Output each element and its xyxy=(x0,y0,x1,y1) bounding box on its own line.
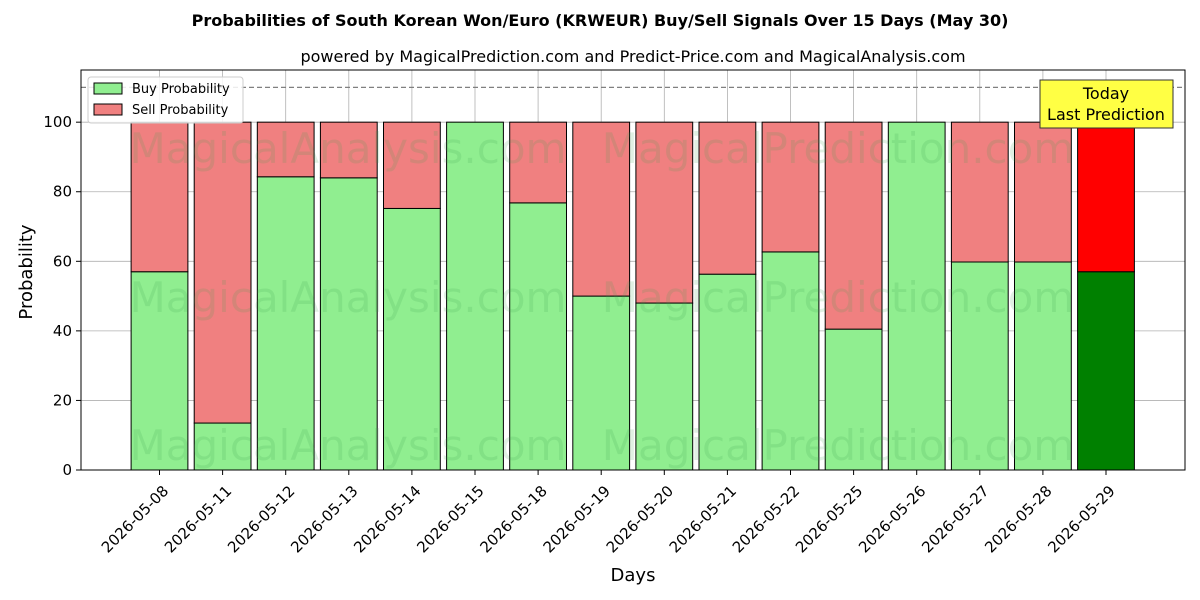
x-tick-label: 2026-05-08 xyxy=(98,482,172,556)
sell-bar xyxy=(256,121,315,178)
chart-subtitle: powered by MagicalPrediction.com and Pre… xyxy=(300,47,965,66)
sell-bar xyxy=(635,121,694,304)
x-tick-label: 2026-05-12 xyxy=(224,482,298,556)
watermark-text: MagicalPrediction.com xyxy=(602,124,1075,173)
buy-bar xyxy=(256,176,315,471)
watermark-text: MagicalAnalysis.com xyxy=(130,421,567,470)
watermark-text: MagicalPrediction.com xyxy=(602,421,1075,470)
sell-bar xyxy=(950,121,1009,263)
legend-swatch xyxy=(93,82,123,95)
x-tick-label: 2026-05-21 xyxy=(666,482,740,556)
x-tick-label: 2026-05-25 xyxy=(792,482,866,556)
buy-bar xyxy=(761,251,820,471)
watermark-text: MagicalAnalysis.com xyxy=(130,273,567,322)
x-axis-ticks: 2026-05-082026-05-112026-05-122026-05-13… xyxy=(98,470,1119,556)
buy-bar xyxy=(698,273,757,471)
buy-bar xyxy=(635,302,694,471)
sell-bar xyxy=(509,121,567,204)
x-tick-label: 2026-05-18 xyxy=(476,482,550,556)
buy-bar xyxy=(572,295,631,471)
y-axis-ticks: 0 20 40 60 80 100 xyxy=(43,113,81,479)
buy-bar xyxy=(446,121,504,471)
buy-bar xyxy=(193,422,252,471)
today-annotation-text: Today xyxy=(1082,84,1129,103)
sell-bar xyxy=(319,121,378,179)
buy-bar xyxy=(824,328,883,471)
x-tick-label: 2026-05-13 xyxy=(287,482,361,556)
buy-bar xyxy=(383,207,441,471)
x-tick-label: 2026-05-20 xyxy=(603,482,677,556)
plot-frame xyxy=(80,69,1186,471)
sell-bar xyxy=(1014,121,1072,263)
buy-bar xyxy=(950,261,1009,471)
chart-title: Probabilities of South Korean Won/Euro (… xyxy=(192,11,1009,30)
y-tick-label: 80 xyxy=(53,183,72,201)
today-annotation-text: Last Prediction xyxy=(1047,105,1165,124)
y-tick-label: 100 xyxy=(43,113,72,131)
legend-box xyxy=(87,76,244,124)
watermark-text: MagicalAnalysis.com xyxy=(130,124,567,173)
legend-label: Sell Probability xyxy=(132,103,229,118)
y-tick-label: 40 xyxy=(53,322,72,340)
watermark-text: MagicalPrediction.com xyxy=(602,273,1075,322)
x-tick-label: 2026-05-14 xyxy=(350,482,424,556)
x-tick-label: 2026-05-29 xyxy=(1044,482,1118,556)
x-tick-label: 2026-05-15 xyxy=(413,482,487,556)
y-tick-label: 0 xyxy=(62,461,72,479)
sell-bar xyxy=(1077,121,1135,273)
x-tick-label: 2026-05-22 xyxy=(729,482,803,556)
x-tick-label: 2026-05-28 xyxy=(981,482,1055,556)
sell-bar xyxy=(130,121,189,273)
today-annotation: Today Last Prediction xyxy=(1039,79,1174,129)
buy-bar xyxy=(1077,271,1135,471)
y-axis-label: Probability xyxy=(16,224,37,319)
bars xyxy=(130,121,1135,471)
x-tick-label: 2026-05-27 xyxy=(918,482,992,556)
legend-label: Buy Probability xyxy=(132,82,230,97)
buy-bar xyxy=(509,202,567,471)
sell-bar xyxy=(383,121,441,209)
legend: Buy Probability Sell Probability xyxy=(87,76,244,124)
legend-swatch xyxy=(93,103,123,116)
buy-bar xyxy=(319,177,378,471)
sell-bar xyxy=(761,121,820,253)
buy-bar xyxy=(887,121,946,471)
x-tick-label: 2026-05-19 xyxy=(540,482,614,556)
sell-bar xyxy=(698,121,757,275)
sell-bar xyxy=(824,121,883,330)
x-tick-label: 2026-05-11 xyxy=(161,482,235,556)
sell-bar xyxy=(572,121,631,297)
y-tick-label: 20 xyxy=(53,391,72,409)
today-annotation-box xyxy=(1039,79,1174,129)
x-axis-label: Days xyxy=(611,565,656,586)
x-tick-label: 2026-05-26 xyxy=(855,482,929,556)
y-tick-label: 60 xyxy=(53,252,72,270)
watermarks: MagicalAnalysis.com MagicalPrediction.com… xyxy=(130,124,1075,470)
